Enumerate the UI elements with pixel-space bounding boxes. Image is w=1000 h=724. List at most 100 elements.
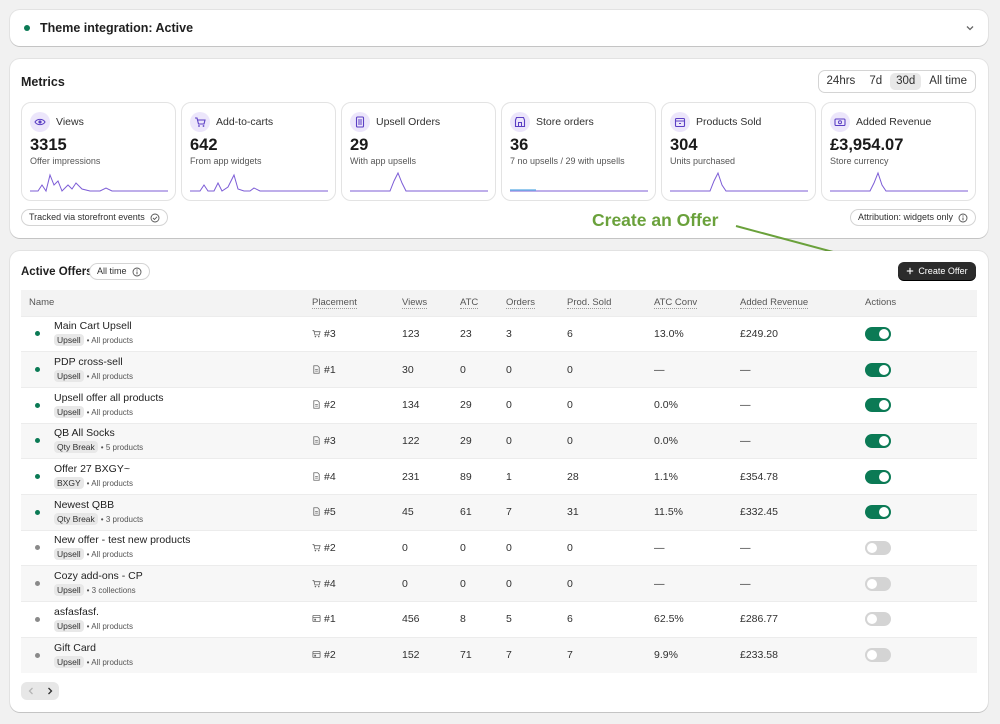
offer-name: QB All Socks Qty Break • 5 products xyxy=(54,427,143,454)
offer-title[interactable]: New offer - test new products xyxy=(54,534,191,547)
metric-value: 304 xyxy=(670,136,698,154)
chevron-down-icon[interactable] xyxy=(964,22,976,34)
col-placement[interactable]: Placement xyxy=(304,290,394,316)
range-7d[interactable]: 7d xyxy=(869,75,883,87)
offer-name: Main Cart Upsell Upsell • All products xyxy=(54,320,133,347)
offer-name: Gift Card Upsell • All products xyxy=(54,642,133,669)
table-row[interactable]: Newest QBB Qty Break • 3 products #5 45 61 7 31… xyxy=(21,493,977,531)
views-cell: 123 xyxy=(394,315,452,352)
create-offer-button[interactable]: Create Offer xyxy=(898,262,976,280)
offer-type-badge: Qty Break xyxy=(54,441,98,454)
offer-title[interactable]: Newest QBB xyxy=(54,498,115,511)
orders-cell: 0 xyxy=(498,422,559,459)
table-row[interactable]: asfasfasf. Upsell • All products #1 456 8 5 6 62… xyxy=(21,601,977,638)
atc-cell: 0 xyxy=(452,565,498,602)
table-row[interactable]: QB All Socks Qty Break • 5 products #3 122 29… xyxy=(21,422,977,459)
atc-conv-cell: 62.5% xyxy=(646,601,732,638)
prev-page-button[interactable] xyxy=(21,682,40,700)
sparkline xyxy=(30,173,168,193)
offers-range-badge[interactable]: All time xyxy=(89,263,150,280)
range-24hrs[interactable]: 24hrs xyxy=(826,75,856,87)
prod-sold-cell: 0 xyxy=(559,529,646,566)
offer-meta: Upsell • All products xyxy=(54,619,133,633)
prod-sold-cell: 7 xyxy=(559,636,646,673)
offer-name-cell[interactable]: asfasfasf. Upsell • All products xyxy=(21,601,304,638)
offer-scope: All products xyxy=(91,372,134,382)
placement-cell: #4 xyxy=(304,458,394,495)
atc-cell: 29 xyxy=(452,422,498,459)
offer-name-cell[interactable]: Gift Card Upsell • All products xyxy=(21,636,304,673)
range-all-time[interactable]: All time xyxy=(929,75,967,87)
col-atc-conv[interactable]: ATC Conv xyxy=(646,290,732,316)
offer-name-cell[interactable]: PDP cross-sell Upsell • All products xyxy=(21,351,304,388)
atc-cell: 23 xyxy=(452,315,498,352)
offer-active-toggle[interactable] xyxy=(865,505,891,520)
table-row[interactable]: PDP cross-sell Upsell • All products #1 30 0 0… xyxy=(21,351,977,388)
table-row[interactable]: Cozy add-ons - CP Upsell • 3 collections #4… xyxy=(21,565,977,602)
metric-label: Add-to-carts xyxy=(216,116,274,128)
offer-active-toggle[interactable] xyxy=(865,469,891,484)
offer-name-cell[interactable]: Main Cart Upsell Upsell • All products xyxy=(21,315,304,352)
offer-active-toggle[interactable] xyxy=(865,362,891,377)
offer-name: Cozy add-ons - CP Upsell • 3 collections xyxy=(54,570,143,597)
offer-title[interactable]: Cozy add-ons - CP xyxy=(54,570,143,583)
offer-name-cell[interactable]: New offer - test new products Upsell • All… xyxy=(21,529,304,566)
offer-title[interactable]: Offer 27 BXGY~ xyxy=(54,463,130,476)
table-row[interactable]: Offer 27 BXGY~ BXGY • All products #4 231 89 1… xyxy=(21,458,977,495)
plus-icon xyxy=(907,267,914,275)
table-row[interactable]: Upsell offer all products Upsell • All pro… xyxy=(21,386,977,424)
offer-active-toggle[interactable] xyxy=(865,576,891,591)
offer-name-cell[interactable]: Upsell offer all products Upsell • All pro… xyxy=(21,386,304,424)
offer-active-toggle[interactable] xyxy=(865,326,891,341)
range-30d[interactable]: 30d xyxy=(890,73,922,90)
offer-active-toggle[interactable] xyxy=(865,612,891,627)
table-row[interactable]: New offer - test new products Upsell • All… xyxy=(21,529,977,566)
offer-meta: Upsell • All products xyxy=(54,370,133,383)
toggle-knob xyxy=(867,650,877,661)
theme-integration-card[interactable]: Theme integration: Active xyxy=(10,10,988,46)
offer-title[interactable]: PDP cross-sell xyxy=(54,356,123,369)
status-dot xyxy=(35,474,40,480)
table-row[interactable]: Main Cart Upsell Upsell • All products #3 12… xyxy=(21,315,977,352)
offer-name-cell[interactable]: QB All Socks Qty Break • 5 products xyxy=(21,422,304,459)
offer-scope: All products xyxy=(91,550,134,560)
offer-active-toggle[interactable] xyxy=(865,648,891,663)
storefront-icon xyxy=(312,615,321,623)
offer-title[interactable]: Main Cart Upsell xyxy=(54,320,132,333)
offer-active-toggle[interactable] xyxy=(865,398,891,413)
actions-cell xyxy=(857,529,977,566)
offer-active-toggle[interactable] xyxy=(865,433,891,448)
table-header-row: Name Placement Views ATC Orders Prod. So… xyxy=(21,290,977,316)
views-cell: 134 xyxy=(394,386,452,424)
info-icon[interactable] xyxy=(958,213,968,223)
offer-active-toggle[interactable] xyxy=(865,540,891,555)
offer-name-cell[interactable]: Newest QBB Qty Break • 3 products xyxy=(21,493,304,531)
placement-cell: #1 xyxy=(304,601,394,638)
offer-title[interactable]: asfasfasf. xyxy=(54,605,99,618)
col-views[interactable]: Views xyxy=(394,290,452,316)
table-row[interactable]: Gift Card Upsell • All products #2 152 71 7 7 9.… xyxy=(21,636,977,673)
atc-conv-cell: 13.0% xyxy=(646,315,732,352)
atc-cell: 0 xyxy=(452,529,498,566)
offer-name-cell[interactable]: Offer 27 BXGY~ BXGY • All products xyxy=(21,458,304,495)
col-added-revenue[interactable]: Added Revenue xyxy=(732,290,857,316)
status-dot xyxy=(35,616,40,622)
page-icon xyxy=(313,507,320,516)
metric-label: Store orders xyxy=(536,116,594,128)
status-dot xyxy=(35,581,40,587)
placement-value: #3 xyxy=(324,434,336,447)
col-orders[interactable]: Orders xyxy=(498,290,559,316)
col-name[interactable]: Name xyxy=(21,290,304,316)
info-icon[interactable] xyxy=(132,267,142,277)
storefront-icon xyxy=(312,651,321,659)
next-page-button[interactable] xyxy=(40,682,59,700)
col-prod-sold[interactable]: Prod. Sold xyxy=(559,290,646,316)
metric-value: 36 xyxy=(510,136,529,154)
offer-title[interactable]: QB All Socks xyxy=(54,427,115,440)
offer-name-cell[interactable]: Cozy add-ons - CP Upsell • 3 collections xyxy=(21,565,304,602)
offer-title[interactable]: Gift Card xyxy=(54,641,97,654)
col-atc[interactable]: ATC xyxy=(452,290,498,316)
metrics-card: Metrics 24hrs 7d 30d All time Views 3315… xyxy=(10,59,988,238)
offer-title[interactable]: Upsell offer all products xyxy=(54,391,164,404)
toggle-knob xyxy=(879,507,889,518)
